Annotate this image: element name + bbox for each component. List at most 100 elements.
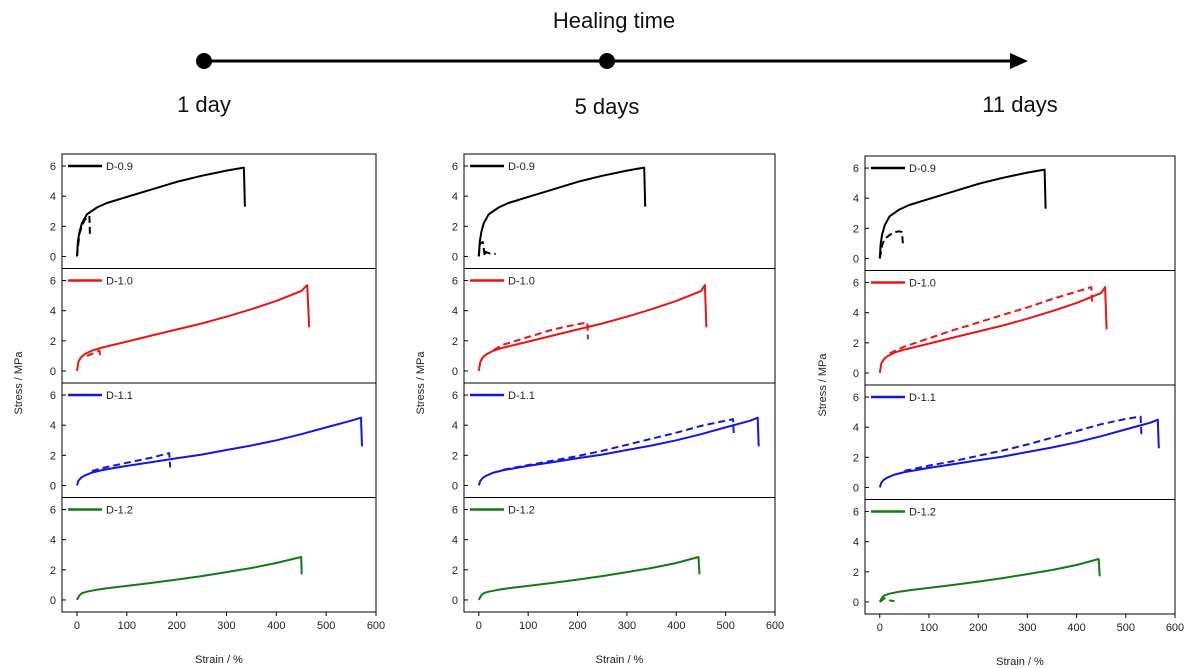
legend-label: D-0.9 (106, 161, 133, 173)
y-tick-label: 4 (853, 308, 859, 320)
y-tick-label: 6 (853, 392, 859, 404)
panel-frame (864, 499, 1176, 615)
legend-label: D-1.1 (508, 390, 535, 402)
y-tick-label: 2 (853, 567, 859, 579)
y-tick-label: 2 (452, 221, 458, 233)
panel-d-1-1: 0 2 4 6 D-1.1 (452, 382, 776, 498)
x-tick-label: 100 (920, 622, 938, 634)
y-tick-label: 2 (452, 565, 458, 577)
series-original-curve (76, 284, 311, 372)
panel-frame (61, 497, 377, 613)
series-original-curve (76, 556, 303, 601)
x-tick-label: 200 (969, 622, 987, 634)
y-tick-label: 0 (853, 368, 859, 380)
y-tick-label: 6 (853, 278, 859, 290)
chart-3: 0 2 4 6 D-0.9 0 2 4 6 D-1.0 0 2 4 6 D-1.1 0 2 4 6 D-1.2 0 100… (817, 155, 1184, 668)
panel-d-0-9: 0 2 4 6 D-0.9 (853, 155, 1176, 271)
legend-label: D-0.9 (909, 163, 936, 175)
y-tick-label: 4 (452, 535, 458, 547)
y-axis-title: Stress / MPa (13, 351, 25, 415)
series-healed-curve (477, 241, 496, 258)
series-original-curve (76, 166, 246, 257)
y-tick-label: 4 (50, 420, 56, 432)
y-axis-title: Stress / MPa (817, 353, 829, 417)
y-tick-label: 4 (452, 420, 458, 432)
y-tick-label: 6 (50, 161, 56, 173)
x-tick-label: 0 (877, 622, 883, 634)
panel-frame (463, 497, 776, 613)
timeline-label-11-days: 11 days (982, 92, 1057, 117)
legend-label: D-1.2 (909, 507, 936, 519)
y-tick-label: 2 (853, 452, 859, 464)
y-tick-label: 6 (452, 505, 458, 517)
legend-label: D-1.1 (106, 390, 133, 402)
x-tick-label: 300 (217, 620, 235, 632)
x-tick-label: 500 (1117, 622, 1135, 634)
x-tick-label: 600 (1166, 622, 1184, 634)
series-healed-curve (879, 597, 895, 603)
series-original-curve (477, 556, 701, 601)
x-tick-label: 100 (118, 620, 136, 632)
y-tick-label: 2 (50, 221, 56, 233)
y-tick-label: 4 (853, 193, 859, 205)
y-tick-label: 4 (50, 535, 56, 547)
timeline-point-1-day (196, 53, 212, 69)
legend-label: D-0.9 (508, 161, 535, 173)
legend-label: D-1.0 (909, 278, 936, 290)
y-tick-label: 4 (853, 422, 859, 434)
panel-d-1-2: 0 2 4 6 D-1.2 (452, 497, 776, 613)
panel-d-1-0: 0 2 4 6 D-1.0 (50, 268, 377, 384)
y-tick-label: 0 (853, 253, 859, 265)
legend-label: D-1.2 (508, 505, 535, 517)
legend-label: D-1.1 (909, 392, 936, 404)
x-tick-label: 100 (519, 620, 537, 632)
x-tick-label: 200 (167, 620, 185, 632)
timeline-label-5-days: 5 days (575, 94, 640, 119)
y-tick-label: 0 (452, 595, 458, 607)
series-original-curve (878, 558, 1101, 603)
series-original-curve (76, 416, 363, 486)
y-tick-label: 2 (452, 336, 458, 348)
series-healed-curve (889, 286, 1094, 355)
y-tick-label: 0 (50, 480, 56, 492)
x-tick-label: 300 (618, 620, 636, 632)
y-tick-label: 2 (452, 450, 458, 462)
panel-d-1-0: 0 2 4 6 D-1.0 (452, 268, 776, 384)
x-tick-label: 500 (716, 620, 734, 632)
x-tick-label: 400 (1067, 622, 1085, 634)
series-original-curve (477, 166, 647, 257)
series-original-curve (878, 168, 1047, 259)
x-tick-label: 400 (267, 620, 285, 632)
y-tick-label: 6 (853, 507, 859, 519)
healing-time-timeline: Healing time 1 day 5 days 11 days (177, 8, 1058, 119)
y-tick-label: 6 (452, 390, 458, 402)
y-tick-label: 0 (50, 595, 56, 607)
x-tick-label: 600 (766, 620, 784, 632)
timeline-point-5-days (599, 53, 615, 69)
chart-2: 0 2 4 6 D-0.9 0 2 4 6 D-1.0 0 2 4 6 D-1.1 0 2 4 6 D-1.2 0 100… (415, 153, 784, 666)
x-tick-label: 0 (476, 620, 482, 632)
panel-d-1-1: 0 2 4 6 D-1.1 (50, 382, 377, 498)
y-tick-label: 4 (853, 537, 859, 549)
y-tick-label: 0 (452, 251, 458, 263)
series-original-curve (477, 416, 760, 486)
x-tick-label: 300 (1018, 622, 1036, 634)
series-original-curve (477, 284, 708, 372)
y-tick-label: 0 (50, 366, 56, 378)
panel-d-1-2: 0 2 4 6 D-1.2 (50, 497, 377, 613)
x-tick-label: 500 (317, 620, 335, 632)
y-tick-label: 6 (853, 163, 859, 175)
x-tick-label: 400 (667, 620, 685, 632)
series-healed-curve (878, 230, 904, 259)
panel-d-1-0: 0 2 4 6 D-1.0 (853, 270, 1176, 386)
timeline-label-1-day: 1 day (177, 92, 231, 117)
panel-d-0-9: 0 2 4 6 D-0.9 (452, 153, 776, 269)
y-tick-label: 2 (853, 338, 859, 350)
y-tick-label: 2 (853, 223, 859, 235)
x-tick-label: 200 (568, 620, 586, 632)
y-tick-label: 4 (50, 306, 56, 318)
series-healed-curve (91, 452, 172, 473)
x-tick-label: 0 (74, 620, 80, 632)
legend-label: D-1.0 (106, 276, 133, 288)
